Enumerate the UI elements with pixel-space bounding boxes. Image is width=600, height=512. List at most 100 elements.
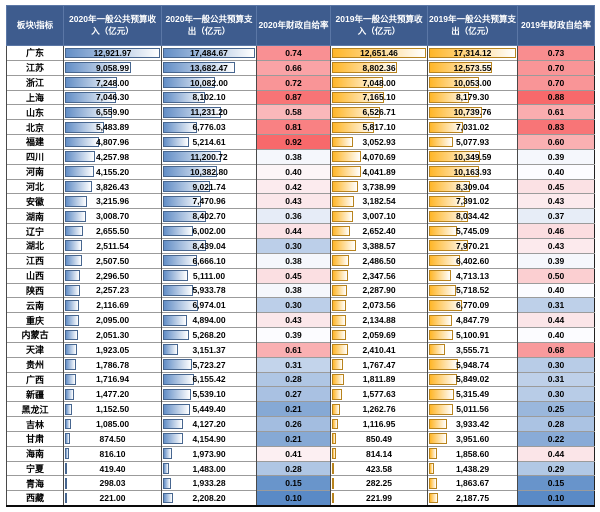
rate-2019-cell: 0.22 <box>517 430 595 447</box>
revenue-2020-cell: 6,559.90 <box>63 104 162 120</box>
province-name-cell: 新疆 <box>6 386 64 402</box>
table-row: 湖南 3,008.70 8,402.70 0.36 3,007.10 8,034.42 0.… <box>6 208 595 224</box>
rate-2019-cell: 0.31 <box>517 371 595 387</box>
table-row: 安徽 3,215.96 7,470.96 0.43 3,182.54 7,391.02 0.… <box>6 193 595 209</box>
expenditure-2020-cell: 6,974.01 <box>161 297 257 313</box>
revenue-2019-bar <box>332 344 349 356</box>
rate-2020-cell: 0.72 <box>256 74 331 91</box>
rate-2020-cell: 0.40 <box>256 163 331 180</box>
expenditure-2020-bar <box>163 463 169 474</box>
rate-2019-cell: 0.39 <box>517 252 595 269</box>
revenue-2020-cell: 2,507.50 <box>63 252 162 269</box>
revenue-2020-bar <box>65 151 95 163</box>
expenditure-2019-bar <box>429 374 458 385</box>
revenue-2020-cell: 419.40 <box>63 460 162 476</box>
expenditure-2020-bar <box>163 285 193 296</box>
revenue-2019-bar <box>332 240 356 252</box>
revenue-2020-bar <box>65 166 95 178</box>
expenditure-2019-cell: 17,314.12 <box>427 45 518 61</box>
table-row: 福建 4,807.96 5,214.61 0.92 3,052.93 5,077.93 0.… <box>6 134 595 150</box>
revenue-2020-cell: 2,511.54 <box>63 237 162 254</box>
cell-value: 13,682.47 <box>190 62 228 73</box>
expenditure-2019-cell: 5,745.09 <box>427 223 518 239</box>
province-name-cell: 内蒙古 <box>6 327 64 343</box>
expenditure-2019-bar <box>429 433 448 445</box>
revenue-2020-cell: 1,085.00 <box>63 416 162 432</box>
expenditure-2020-cell: 3,151.37 <box>161 341 257 358</box>
province-name-cell: 广西 <box>6 371 64 387</box>
rate-2020-cell: 0.66 <box>256 59 331 76</box>
revenue-2019-bar <box>332 255 349 267</box>
rate-2019-cell: 0.15 <box>517 475 595 491</box>
cell-value: 17,314.12 <box>453 47 492 58</box>
table-row: 宁夏 419.40 1,483.00 0.28 423.58 1,438.29 0.29 <box>6 460 595 476</box>
cell-value: 8,179.30 <box>455 92 490 103</box>
expenditure-2020-bar <box>163 62 235 74</box>
expenditure-2020-cell: 5,449.40 <box>161 401 257 417</box>
rate-2019-cell: 0.83 <box>517 119 595 135</box>
revenue-2020-bar <box>65 77 118 89</box>
rate-2020-cell: 0.36 <box>256 208 331 224</box>
rate-2020-cell: 0.58 <box>256 104 331 120</box>
expenditure-2020-bar <box>163 388 191 400</box>
table-row: 广东 12,921.97 17,484.67 0.74 12,651.46 17,314.… <box>6 45 595 61</box>
cell-value: 2,507.50 <box>95 255 130 266</box>
revenue-2019-cell: 423.58 <box>330 460 428 476</box>
rate-2019-cell: 0.28 <box>517 416 595 432</box>
cell-value: 1,262.76 <box>362 404 396 415</box>
table-row: 新疆 1,477.20 5,539.10 0.27 1,577.63 5,315.49 0.… <box>6 386 595 402</box>
rate-2020-cell: 0.74 <box>256 45 331 61</box>
cell-value: 282.25 <box>366 478 392 489</box>
cell-value: 5,111.00 <box>192 270 226 281</box>
revenue-2020-bar <box>65 47 160 59</box>
revenue-2020-bar <box>65 255 82 267</box>
expenditure-2019-bar <box>429 285 457 296</box>
cell-value: 1,438.29 <box>455 463 490 474</box>
expenditure-2020-bar <box>163 359 192 371</box>
rate-2019-cell: 0.70 <box>517 74 595 91</box>
table-row: 辽宁 2,655.50 6,002.00 0.44 2,652.40 5,745.09 0.… <box>6 223 595 239</box>
rate-2020-cell: 0.38 <box>256 252 331 269</box>
expenditure-2020-bar <box>163 136 190 148</box>
revenue-2020-cell: 1,477.20 <box>63 386 162 402</box>
rate-2020-cell: 0.81 <box>256 119 331 135</box>
revenue-2019-bar <box>332 166 361 178</box>
expenditure-2019-bar <box>429 106 483 118</box>
expenditure-2020-cell: 6,666.10 <box>161 252 257 269</box>
expenditure-2020-cell: 5,268.20 <box>161 327 257 343</box>
revenue-2019-cell: 2,410.41 <box>330 341 428 358</box>
rate-2020-cell: 0.26 <box>256 416 331 432</box>
rate-2020-cell: 0.61 <box>256 341 331 358</box>
revenue-2020-cell: 2,296.50 <box>63 267 162 283</box>
expenditure-2019-cell: 4,847.79 <box>427 312 518 328</box>
revenue-2020-bar <box>65 136 100 148</box>
rate-2019-cell: 0.39 <box>517 148 595 165</box>
table-header: 板块\指标 2020年一般公共预算收入（亿元） 2020年一般公共预算支出（亿元… <box>6 5 595 46</box>
expenditure-2020-cell: 7,470.96 <box>161 193 257 209</box>
rate-2020-cell: 0.38 <box>256 148 331 165</box>
province-name-cell: 福建 <box>6 134 64 150</box>
revenue-2020-bar <box>65 463 67 474</box>
revenue-2019-cell: 2,059.69 <box>330 327 428 343</box>
rate-2019-cell: 0.40 <box>517 327 595 343</box>
expenditure-2020-cell: 5,933.78 <box>161 282 257 298</box>
cell-value: 2,296.50 <box>95 270 130 281</box>
table-row: 贵州 1,786.78 5,723.27 0.31 1,767.47 5,948.74 0.… <box>6 356 595 373</box>
cell-value: 1,858.60 <box>455 448 490 459</box>
province-name-cell: 河北 <box>6 178 64 194</box>
revenue-2019-bar <box>332 106 380 118</box>
rate-2020-cell: 0.38 <box>256 282 331 298</box>
revenue-2020-bar <box>65 492 67 504</box>
cell-value: 2,410.41 <box>362 344 396 355</box>
table-row: 四川 4,257.98 11,200.72 0.38 4,070.69 10,349.59… <box>6 148 595 165</box>
cell-value: 8,309.04 <box>455 181 490 192</box>
cell-value: 221.00 <box>99 492 126 503</box>
cell-value: 298.03 <box>99 478 126 489</box>
revenue-2020-bar <box>65 225 83 237</box>
expenditure-2019-cell: 4,713.13 <box>427 267 518 283</box>
cell-value: 1,786.78 <box>95 359 130 370</box>
expenditure-2020-bar <box>163 151 222 163</box>
cell-value: 3,933.42 <box>455 419 490 430</box>
cell-value: 1,085.00 <box>95 419 130 430</box>
revenue-2019-cell: 221.99 <box>330 490 428 506</box>
